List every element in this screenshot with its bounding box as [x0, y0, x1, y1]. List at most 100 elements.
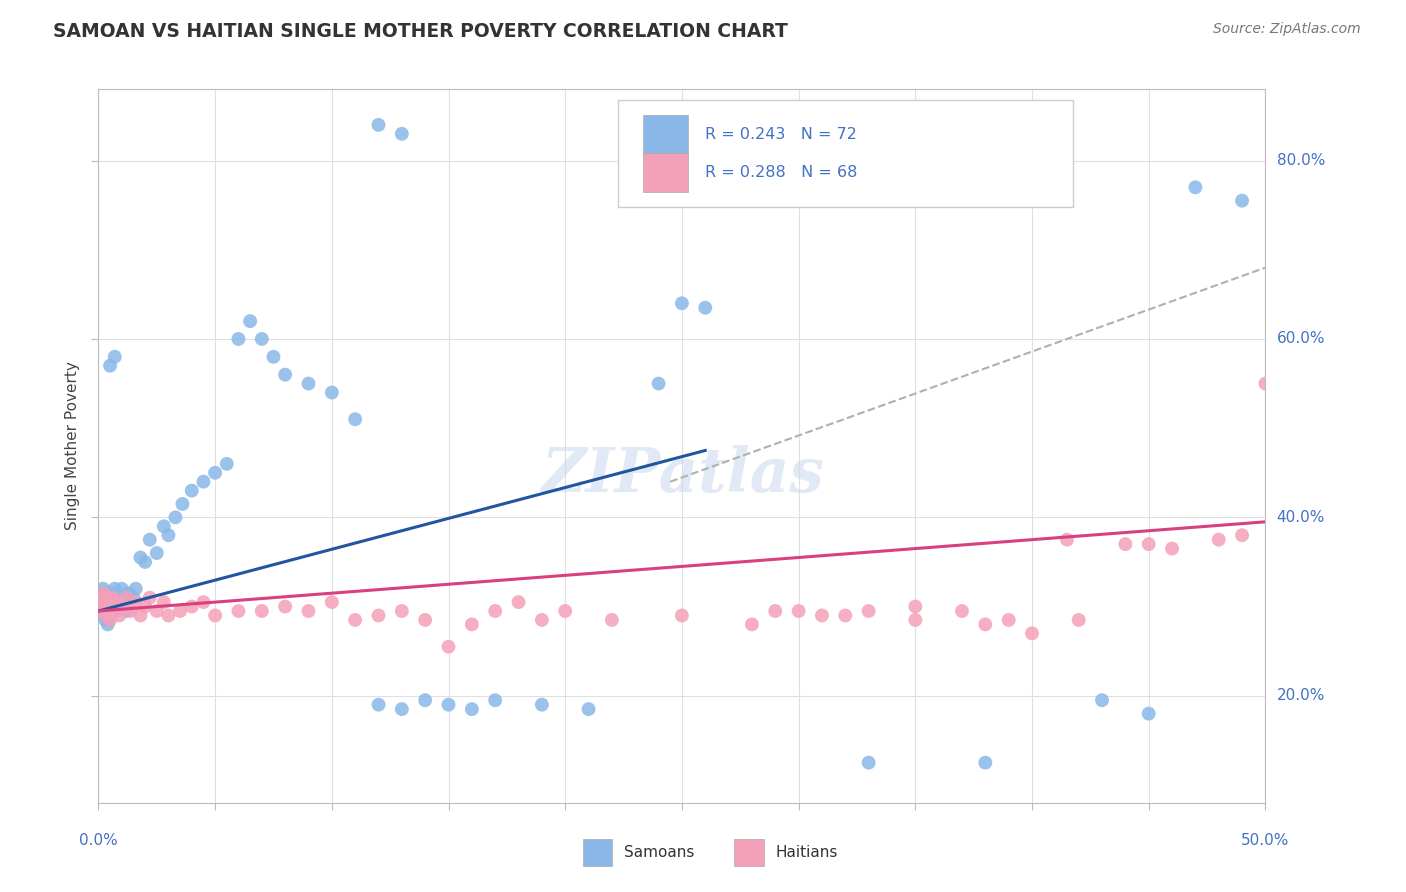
- Point: [115, 591, 138, 605]
- Point: [98, 586, 121, 600]
- Point: [139, 591, 162, 605]
- Point: [1056, 533, 1078, 547]
- Point: [146, 546, 169, 560]
- Point: [262, 350, 284, 364]
- Point: [172, 497, 194, 511]
- Point: [297, 376, 319, 391]
- Point: [105, 604, 128, 618]
- Bar: [734, 839, 763, 866]
- Point: [193, 595, 215, 609]
- Point: [104, 582, 127, 596]
- Text: Source: ZipAtlas.com: Source: ZipAtlas.com: [1213, 22, 1361, 37]
- Point: [1137, 706, 1160, 721]
- Point: [180, 599, 202, 614]
- Point: [90, 604, 112, 618]
- Point: [94, 608, 117, 623]
- Point: [98, 608, 121, 623]
- Point: [274, 599, 297, 614]
- Point: [215, 457, 238, 471]
- Point: [101, 604, 124, 618]
- Point: [811, 608, 834, 623]
- Point: [104, 604, 127, 618]
- Point: [367, 608, 389, 623]
- Point: [101, 591, 124, 605]
- Point: [104, 599, 127, 614]
- FancyBboxPatch shape: [617, 100, 1073, 207]
- Point: [1278, 546, 1301, 560]
- Point: [321, 385, 343, 400]
- Point: [91, 599, 114, 614]
- Point: [134, 599, 156, 614]
- Point: [437, 698, 460, 712]
- Point: [554, 604, 576, 618]
- Point: [105, 591, 128, 605]
- Point: [250, 604, 273, 618]
- Point: [834, 608, 856, 623]
- Point: [120, 604, 142, 618]
- Point: [129, 608, 152, 623]
- Point: [204, 608, 226, 623]
- Text: 40.0%: 40.0%: [1277, 510, 1324, 524]
- Point: [94, 604, 117, 618]
- Point: [98, 599, 121, 614]
- Point: [367, 118, 389, 132]
- Point: [437, 640, 460, 654]
- Point: [1161, 541, 1184, 556]
- Point: [950, 604, 973, 618]
- Point: [111, 599, 134, 614]
- Point: [413, 693, 436, 707]
- Point: [193, 475, 215, 489]
- Text: Samoans: Samoans: [624, 846, 695, 860]
- Point: [118, 586, 141, 600]
- Point: [125, 595, 148, 609]
- Point: [165, 510, 187, 524]
- Point: [90, 591, 112, 605]
- Point: [297, 604, 319, 618]
- Point: [671, 296, 693, 310]
- Text: 60.0%: 60.0%: [1277, 332, 1324, 346]
- Text: 20.0%: 20.0%: [1277, 689, 1324, 703]
- Point: [578, 702, 600, 716]
- Point: [530, 698, 553, 712]
- Point: [250, 332, 273, 346]
- Point: [157, 608, 180, 623]
- Text: ZIPatlas: ZIPatlas: [540, 444, 824, 505]
- Point: [391, 702, 413, 716]
- Text: 80.0%: 80.0%: [1277, 153, 1324, 168]
- Point: [274, 368, 297, 382]
- Point: [1184, 180, 1206, 194]
- Point: [391, 127, 413, 141]
- Point: [904, 613, 927, 627]
- Point: [695, 301, 717, 315]
- Point: [90, 586, 112, 600]
- Point: [97, 604, 120, 618]
- Bar: [582, 839, 612, 866]
- Point: [108, 595, 131, 609]
- Point: [139, 533, 162, 547]
- Point: [344, 412, 367, 426]
- Point: [1091, 693, 1114, 707]
- Point: [367, 698, 389, 712]
- Point: [157, 528, 180, 542]
- Point: [321, 595, 343, 609]
- Point: [97, 591, 120, 605]
- Point: [1230, 194, 1253, 208]
- Point: [647, 376, 669, 391]
- Point: [974, 756, 997, 770]
- Point: [1301, 546, 1323, 560]
- Point: [112, 591, 135, 605]
- Point: [104, 350, 127, 364]
- Point: [115, 604, 138, 618]
- Point: [111, 599, 134, 614]
- Point: [91, 599, 114, 614]
- Point: [98, 599, 121, 614]
- Point: [530, 613, 553, 627]
- Point: [94, 595, 117, 609]
- Point: [98, 613, 121, 627]
- Point: [129, 550, 152, 565]
- Point: [1230, 528, 1253, 542]
- Y-axis label: Single Mother Poverty: Single Mother Poverty: [65, 361, 80, 531]
- Point: [1324, 541, 1347, 556]
- Point: [94, 613, 117, 627]
- Point: [111, 582, 134, 596]
